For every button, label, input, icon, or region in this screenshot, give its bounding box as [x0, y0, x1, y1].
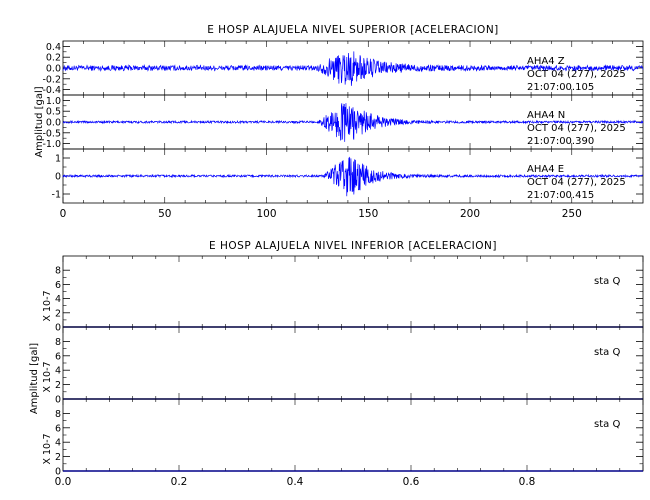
- x-tick-label: 0.0: [55, 476, 72, 488]
- chart-title: E HOSP ALAJUELA NIVEL INFERIOR [ACELERAC…: [209, 240, 497, 252]
- y-tick-label: 0.0: [46, 64, 61, 75]
- chart-title: E HOSP ALAJUELA NIVEL SUPERIOR [ACELERAC…: [207, 24, 499, 36]
- panel-Q-3: 0 2 4 6 8 sta Q X 10-7: [42, 398, 644, 478]
- y-tick-label: 6: [55, 423, 61, 434]
- y-tick-label: 2: [55, 380, 61, 391]
- y-tick-label: -0.4: [42, 85, 61, 96]
- y-tick-label: -1.0: [42, 139, 61, 150]
- station-annotation: 21:07:00.415: [527, 190, 594, 201]
- chart-1: E HOSP ALAJUELA NIVEL SUPERIOR [ACELERAC…: [34, 24, 644, 220]
- x-tick-label: 200: [460, 208, 480, 220]
- panel-frame: [62, 398, 644, 472]
- y-tick-label: 6: [55, 351, 61, 362]
- panel-Q-1: 0 2 4 6 8 sta Q X 10-7: [42, 255, 644, 334]
- y-tick-label: 0.0: [46, 118, 61, 129]
- series-line-Z: [62, 51, 644, 86]
- y-tick-label: 4: [55, 294, 61, 305]
- y-tick-label: 8: [55, 266, 61, 277]
- station-annotation: AHA4 Z: [527, 56, 565, 67]
- scale-label: X 10-7: [42, 361, 53, 392]
- chart-2: E HOSP ALAJUELA NIVEL INFERIOR [ACELERAC…: [29, 240, 644, 488]
- y-axis-label: Amplitud [gal]: [34, 86, 45, 157]
- series-line-N: [62, 103, 644, 142]
- x-tick-label: 150: [358, 208, 378, 220]
- panel-N: -1.0-0.50.00.51.0 AHA4 N OCT 04 (277), 202…: [42, 94, 644, 150]
- x-tick-label: 0.4: [287, 476, 304, 488]
- y-tick-label: 0.2: [46, 53, 61, 64]
- y-tick-label: -1: [52, 190, 61, 201]
- series-line-E: [62, 156, 644, 197]
- station-annotation: 21:07:00.105: [527, 82, 594, 93]
- x-tick-label: 100: [256, 208, 276, 220]
- x-tick-label: 0.2: [171, 476, 188, 488]
- y-tick-label: 4: [55, 438, 61, 449]
- y-tick-label: 0: [55, 467, 61, 478]
- y-tick-label: -0.2: [42, 74, 61, 85]
- y-tick-label: 8: [55, 409, 61, 420]
- y-tick-label: 2: [55, 308, 61, 319]
- x-tick-label: 0: [60, 208, 67, 220]
- station-annotation: OCT 04 (277), 2025: [527, 123, 626, 134]
- station-annotation: sta Q: [594, 419, 620, 430]
- station-annotation: OCT 04 (277), 2025: [527, 177, 626, 188]
- y-tick-label: 1.0: [46, 96, 61, 107]
- y-tick-label: 8: [55, 337, 61, 348]
- station-annotation: AHA4 E: [527, 164, 564, 175]
- panel-E: -1 0 1 AHA4 E OCT 04 (277), 2025 21:07:00.415: [52, 148, 644, 204]
- scale-label: X 10-7: [42, 290, 53, 321]
- y-axis-label: Amplitud [gal]: [29, 343, 40, 414]
- x-tick-label: 50: [158, 208, 171, 220]
- y-tick-label: -0.5: [42, 128, 61, 139]
- y-tick-label: 0: [55, 395, 61, 406]
- y-tick-label: 0.4: [46, 42, 61, 53]
- x-tick-label: 0.6: [403, 476, 420, 488]
- y-tick-label: 6: [55, 280, 61, 291]
- station-annotation: 21:07:00.390: [527, 136, 594, 147]
- x-tick-label: 250: [562, 208, 582, 220]
- panel-Z: -0.4-0.20.00.20.4 AHA4 Z OCT 04 (277), 202…: [42, 40, 644, 96]
- station-annotation: OCT 04 (277), 2025: [527, 69, 626, 80]
- y-tick-label: 2: [55, 452, 61, 463]
- panel-frame: [62, 326, 644, 400]
- station-annotation: AHA4 N: [527, 110, 565, 121]
- y-tick-label: 0: [55, 323, 61, 334]
- y-tick-label: 0.5: [46, 107, 61, 118]
- x-tick-label: 0.8: [519, 476, 536, 488]
- scale-label: X 10-7: [42, 433, 53, 464]
- y-tick-label: 0: [55, 172, 61, 183]
- panel-frame: [62, 255, 644, 328]
- y-tick-label: 1: [55, 154, 61, 165]
- station-annotation: sta Q: [594, 347, 620, 358]
- panel-Q-2: 0 2 4 6 8 sta Q X 10-7: [42, 326, 644, 406]
- y-tick-label: 4: [55, 366, 61, 377]
- station-annotation: sta Q: [594, 276, 620, 287]
